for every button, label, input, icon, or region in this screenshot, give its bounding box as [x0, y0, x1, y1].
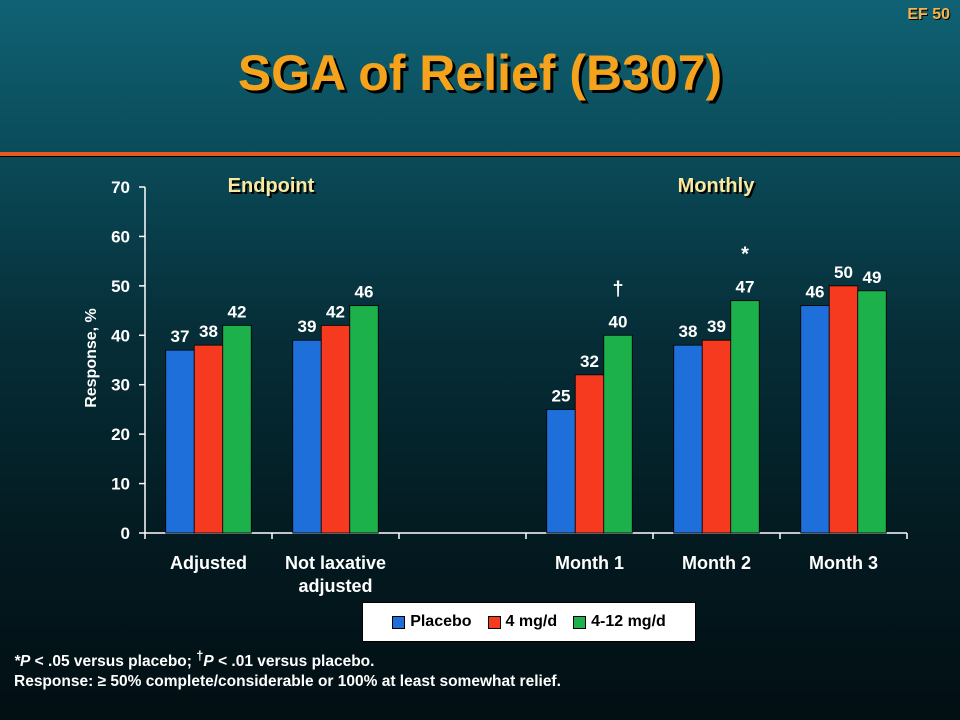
legend-item-4mg: 4 mg/d: [487, 613, 558, 631]
y-axis-title: Response, %: [83, 308, 100, 408]
x-category-label: Month 2: [682, 553, 751, 573]
footnote-significance: *P < .05 versus placebo; †P < .01 versus…: [14, 646, 574, 672]
bar-placebo: [673, 344, 703, 534]
legend-label-placebo: Placebo: [410, 613, 472, 630]
bar-value-label: 49: [863, 268, 882, 287]
bar-4-12-mg/d: [730, 300, 760, 534]
bar-4-mg/d: [574, 374, 605, 534]
chart-bars: [165, 285, 887, 534]
footnote-dagger-text: < .01 versus placebo.: [213, 653, 375, 671]
bar-4-12-mg/d: [222, 324, 252, 534]
bar-value-label: 32: [580, 352, 599, 371]
bar-value-label: 39: [707, 317, 726, 336]
legend-label-4-12mg: 4-12 mg/d: [591, 613, 666, 630]
footnote-star-text: < .05 versus placebo;: [30, 653, 197, 671]
group-header: Monthly: [678, 175, 756, 197]
footnote-response-definition: Response: ≥ 50% complete/considerable or…: [14, 673, 561, 691]
bar-value-label: 46: [806, 283, 825, 302]
bar-placebo: [546, 409, 576, 534]
bar-value-label: 37: [171, 327, 190, 346]
x-category-label: adjusted: [298, 576, 372, 596]
legend-label-4mg: 4 mg/d: [505, 613, 558, 630]
legend-swatch-4-12mg: [573, 615, 587, 629]
y-tick-label: 10: [111, 475, 130, 494]
legend-item-4-12mg: 4-12 mg/d: [573, 613, 666, 631]
y-tick-label: 50: [111, 277, 130, 296]
significance-marker: *: [741, 244, 749, 266]
bar-value-label: 25: [552, 386, 571, 405]
footnotes: *P < .05 versus placebo; †P < .01 versus…: [14, 646, 574, 692]
bar-value-label: 47: [736, 278, 755, 297]
x-category-label: Not laxative: [285, 553, 386, 573]
x-category-label: Adjusted: [170, 553, 247, 573]
slide-number: EF 50: [907, 6, 950, 23]
y-tick-label: 70: [111, 178, 130, 197]
bar-value-label: 38: [679, 322, 698, 341]
bar-placebo: [292, 339, 322, 534]
legend-swatch-4mg: [487, 615, 501, 629]
chart-legend: Placebo 4 mg/d 4-12 mg/d: [362, 602, 696, 642]
legend-item-placebo: Placebo: [392, 613, 472, 631]
bar-4-mg/d: [320, 324, 351, 534]
bar-value-label: 39: [298, 317, 317, 336]
x-category-label: Month 3: [809, 553, 878, 573]
footnote-dagger-p: P: [203, 653, 214, 671]
bar-value-label: 46: [355, 283, 374, 302]
bar-value-label: 50: [834, 263, 853, 282]
footnote-dagger-mark: †: [196, 648, 204, 663]
bar-placebo: [165, 349, 195, 534]
bar-4-mg/d: [828, 285, 859, 534]
y-tick-label: 30: [111, 376, 130, 395]
bar-4-mg/d: [701, 339, 732, 534]
group-header-shadow: Endpoint: [230, 177, 317, 199]
significance-marker: †: [612, 278, 623, 300]
bar-4-12-mg/d: [857, 290, 887, 534]
footnote-star-p: *P: [14, 653, 31, 671]
group-header-shadow: Monthly: [680, 177, 758, 199]
legend-swatch-placebo: [392, 615, 406, 629]
bar-value-label: 42: [228, 302, 247, 321]
bar-placebo: [800, 305, 830, 534]
x-category-label: Month 1: [555, 553, 624, 573]
bar-value-label: 40: [609, 312, 628, 331]
bar-value-label: 42: [326, 302, 345, 321]
chart-axes: 0 10 20 30 40 50 60 70 Response, %: [83, 178, 908, 543]
slide-title: SGA of Relief (B307): [237, 45, 723, 101]
y-tick-label: 40: [111, 326, 130, 345]
y-tick-label: 20: [111, 425, 130, 444]
y-tick-label: 0: [121, 524, 130, 543]
bar-4-12-mg/d: [603, 334, 633, 534]
bar-4-12-mg/d: [349, 305, 379, 534]
bar-value-label: 38: [199, 322, 218, 341]
group-header: Endpoint: [228, 175, 315, 197]
bar-4-mg/d: [193, 344, 224, 534]
title-divider: [0, 152, 960, 157]
y-tick-label: 60: [111, 227, 130, 246]
